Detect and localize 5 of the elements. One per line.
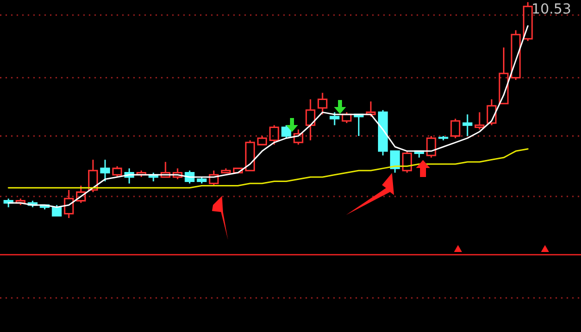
- annotation: 10.53: [533, 3, 570, 14]
- candlestick: [233, 168, 243, 174]
- candlestick: [160, 161, 170, 178]
- candlestick: [306, 98, 316, 142]
- candlestick: [498, 46, 509, 104]
